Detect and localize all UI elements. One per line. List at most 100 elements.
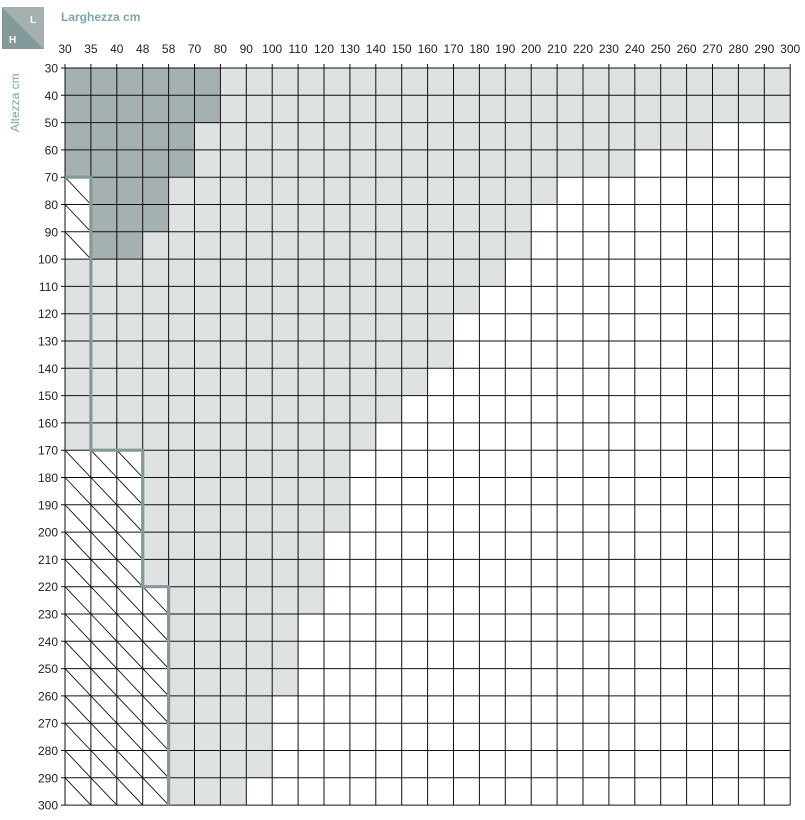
- hatch-diagonal: [116, 613, 144, 642]
- hatch-diagonal: [116, 586, 144, 615]
- hatch-diagonal: [116, 722, 144, 751]
- y-tick-label: 190: [38, 498, 58, 512]
- hatch-diagonal: [116, 477, 144, 506]
- light-zone-row-140: [65, 341, 454, 369]
- y-tick-label: 130: [38, 335, 58, 349]
- corner-icon: L H: [2, 7, 44, 49]
- hatch-diagonal: [142, 695, 169, 724]
- y-tick-label: 40: [45, 89, 59, 103]
- y-tick-label: 140: [38, 362, 58, 376]
- hatch-diagonal: [90, 531, 118, 560]
- hatch-diagonal: [90, 613, 118, 642]
- y-tick-label: 160: [38, 416, 58, 430]
- hatch-diagonal: [142, 668, 169, 697]
- x-tick-label: 200: [521, 42, 541, 56]
- y-tick-label: 280: [38, 744, 58, 758]
- hatch-diagonal: [64, 695, 92, 724]
- hatch-diagonal: [64, 586, 92, 615]
- grid-layer: [61, 64, 791, 806]
- y-tick-label: 50: [45, 116, 59, 130]
- y-tick-label: 70: [45, 171, 59, 185]
- y-tick-label: 150: [38, 389, 58, 403]
- y-tick-label: 250: [38, 662, 58, 676]
- y-axis-title: Altezza cm: [8, 73, 22, 132]
- x-tick-label: 90: [240, 42, 254, 56]
- x-tick-label: 48: [136, 42, 150, 56]
- x-tick-label: 160: [418, 42, 438, 56]
- hatch-diagonal: [64, 613, 92, 642]
- hatch-diagonal: [116, 559, 144, 588]
- y-tick-label: 80: [45, 198, 59, 212]
- min-size-boundary: [65, 175, 171, 806]
- x-tick-label: 190: [495, 42, 515, 56]
- hatch-diagonal: [90, 504, 118, 533]
- hatch-diagonal: [142, 640, 169, 669]
- y-tick-label: 90: [45, 225, 59, 239]
- hatch-diagonal: [116, 640, 144, 669]
- hatch-diagonal: [64, 668, 92, 697]
- x-tick-label: 120: [314, 42, 334, 56]
- corner-height-letter: H: [9, 35, 16, 46]
- hatch-diagonal: [90, 559, 118, 588]
- hatch-diagonal: [116, 695, 144, 724]
- hatch-diagonal: [90, 668, 118, 697]
- x-tick-label: 230: [599, 42, 619, 56]
- y-tick-label: 100: [38, 253, 58, 267]
- x-tick-label: 70: [188, 42, 202, 56]
- x-tick-label: 58: [162, 42, 176, 56]
- light-zone-row-160: [65, 395, 402, 423]
- y-tick-label: 60: [45, 143, 59, 157]
- x-tick-label: 100: [262, 42, 282, 56]
- y-tick-label: 270: [38, 717, 58, 731]
- x-tick-label: 140: [366, 42, 386, 56]
- hatch-diagonal: [116, 750, 144, 779]
- hatch-diagonal: [64, 504, 92, 533]
- hatch-diagonal: [116, 777, 144, 806]
- x-tick-label: 35: [84, 42, 98, 56]
- y-tick-label: 120: [38, 307, 58, 321]
- dark-zone-row-70: [65, 149, 195, 178]
- y-tick-label: 30: [45, 62, 59, 76]
- y-tick-label: 230: [38, 608, 58, 622]
- hatch-layer: [64, 176, 169, 806]
- hatch-diagonal: [64, 750, 92, 779]
- hatch-diagonal: [116, 668, 144, 697]
- hatch-diagonal: [90, 722, 118, 751]
- hatch-diagonal: [116, 449, 144, 478]
- y-tick-label: 170: [38, 444, 58, 458]
- hatch-diagonal: [64, 722, 92, 751]
- hatch-diagonal: [64, 477, 92, 506]
- x-axis-title: Larghezza cm: [61, 10, 140, 24]
- y-tick-label: 210: [38, 553, 58, 567]
- x-tick-label: 170: [443, 42, 463, 56]
- hatch-diagonal: [142, 722, 169, 751]
- y-tick-label: 260: [38, 689, 58, 703]
- hatch-diagonal: [142, 750, 169, 779]
- x-tick-label: 290: [754, 42, 774, 56]
- light-zone-row-110: [65, 259, 506, 287]
- hatch-diagonal: [116, 504, 144, 533]
- x-tick-label: 80: [214, 42, 228, 56]
- x-tick-label: 30: [58, 42, 72, 56]
- hatch-diagonal: [90, 777, 118, 806]
- corner-width-letter: L: [30, 15, 36, 26]
- y-tick-label: 200: [38, 526, 58, 540]
- hatch-diagonal: [64, 176, 92, 205]
- y-tick-label: 220: [38, 580, 58, 594]
- hatch-diagonal: [64, 640, 92, 669]
- light-zone-row-130: [65, 313, 454, 341]
- hatch-diagonal: [90, 750, 118, 779]
- x-tick-label: 150: [392, 42, 412, 56]
- x-tick-label: 270: [702, 42, 722, 56]
- x-tick-label: 240: [625, 42, 645, 56]
- y-tick-labels: 30 40 50 60 70 80 90 100 110 120 130 140 150 160 170 18…: [38, 62, 58, 813]
- hatch-diagonal: [64, 531, 92, 560]
- hatch-diagonal: [90, 695, 118, 724]
- hatch-diagonal: [90, 586, 118, 615]
- hatch-diagonal: [90, 640, 118, 669]
- hatch-diagonal: [90, 477, 118, 506]
- x-tick-label: 110: [289, 42, 308, 56]
- y-tick-label: 290: [38, 771, 58, 785]
- hatch-diagonal: [90, 449, 118, 478]
- hatch-diagonal: [142, 586, 169, 615]
